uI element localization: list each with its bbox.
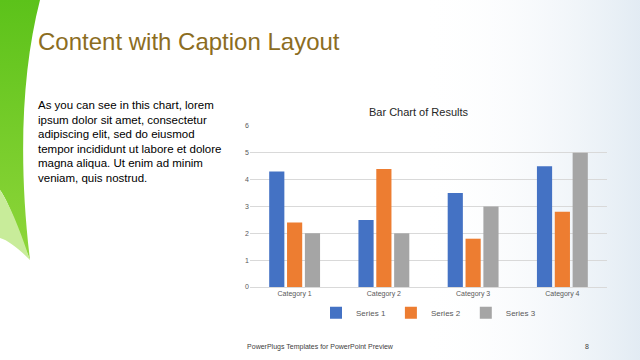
- svg-text:6: 6: [245, 122, 249, 129]
- svg-text:2: 2: [245, 230, 249, 237]
- svg-text:Series 3: Series 3: [506, 309, 536, 318]
- html-text:PowerPlugs Templates for Power: PowerPlugs Templates for PowerPoint Prev…: [247, 343, 393, 350]
- svg-text:Series 1: Series 1: [356, 309, 386, 318]
- svg-text:1: 1: [245, 257, 249, 264]
- svg-text:Category 4: Category 4: [545, 290, 579, 298]
- svg-text:4: 4: [245, 176, 249, 183]
- svg-text:0: 0: [245, 283, 249, 290]
- svg-text:5: 5: [245, 149, 249, 156]
- html-text:Content with Caption Layout: Content with Caption Layout: [38, 28, 340, 55]
- html-text:8: 8: [585, 343, 589, 350]
- svg-text:Category 2: Category 2: [367, 290, 401, 298]
- svg-text:3: 3: [245, 203, 249, 210]
- svg-text:Category 1: Category 1: [278, 290, 312, 298]
- svg-text:Bar Chart of Results: Bar Chart of Results: [369, 106, 469, 118]
- svg-text:Series 2: Series 2: [431, 309, 461, 318]
- html-text:As you can see in this chart,: As you can see in this chart, lorem ipsu…: [38, 99, 222, 184]
- svg-text:Category 3: Category 3: [456, 290, 490, 298]
